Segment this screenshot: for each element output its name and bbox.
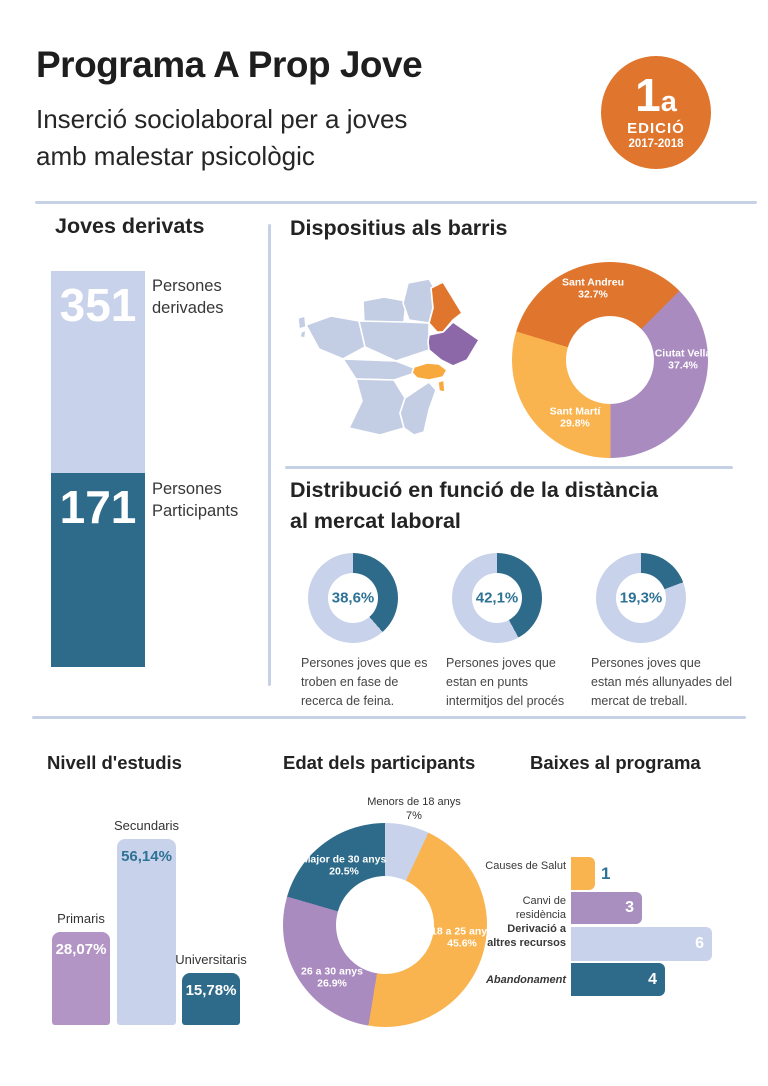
nivell-bar-secundaris: Secundaris 56,14% xyxy=(114,818,179,1025)
nivell-bar-universitaris: Universitaris 15,78% xyxy=(175,952,247,1025)
distance-donut-3: 19,3% xyxy=(596,553,686,643)
derived-persons-value: 351 xyxy=(59,279,137,331)
derived-persons-label: Persones derivades xyxy=(152,277,224,317)
derived-persons-bar: 351 xyxy=(51,271,145,473)
participant-persons-value: 171 xyxy=(59,481,137,533)
baixes-label-canvi: Canvi de residència xyxy=(515,895,566,922)
edat-slice-label-18a25: 18 a 25 anys 45.6% xyxy=(431,925,493,950)
distance-caption-2: Persones joves que estan en punts interm… xyxy=(446,656,565,708)
map-district-yellow xyxy=(411,362,448,381)
divider-middle xyxy=(32,716,746,719)
section-title-edat: Edat dels participants xyxy=(283,752,476,773)
participant-persons-bar: 171 xyxy=(51,473,145,667)
section-title-joves-derivats: Joves derivats xyxy=(55,214,205,238)
section-title-distribucio-line1: Distribució en funció de la distància xyxy=(290,478,658,502)
nivell-bar-primaris: Primaris 28,07% xyxy=(52,911,110,1025)
baixes-bar-canvi: 3 xyxy=(571,892,642,924)
baixes-label-causes: Causes de Salut xyxy=(485,860,566,872)
edat-slice-label-26a30: 26 a 30 anys 26.9% xyxy=(301,965,363,990)
barcelona-districts-map xyxy=(297,278,480,436)
baixes-bar-derivacio: 6 xyxy=(571,927,712,961)
distance-donut-1: 38,6% xyxy=(308,553,398,643)
edition-badge: 1a EDICIÓ 2017-2018 xyxy=(601,56,711,169)
divider-vertical xyxy=(268,224,271,686)
page-title: Programa A Prop Jove xyxy=(36,44,423,85)
barris-slice-label-ciutat-vella: Ciutat Vella 37.4% xyxy=(654,347,712,372)
section-title-nivell: Nivell d'estudis xyxy=(47,752,182,773)
baixes-label-derivacio: Derivació a altres recursos xyxy=(487,923,566,950)
distance-donut-2: 42,1% xyxy=(452,553,542,643)
baixes-value-causes: 1 xyxy=(601,864,611,883)
edition-label: EDICIÓ xyxy=(627,119,685,137)
edition-years: 2017-2018 xyxy=(628,137,684,150)
distance-donut-1-value: 38,6% xyxy=(331,589,375,607)
map-district-purple xyxy=(427,321,480,367)
divider-top xyxy=(35,201,757,204)
distance-caption-1: Persones joves que es troben en fase de … xyxy=(301,656,428,708)
participant-persons-label: Persones Participants xyxy=(152,480,239,520)
page-subtitle-line1: Inserció sociolaboral per a joves xyxy=(36,104,408,134)
section-title-dispositius: Dispositius als barris xyxy=(290,216,508,240)
divider-dispositius xyxy=(285,466,733,469)
edat-donut-chart: Major de 30 anys 20.5% 18 a 25 anys 45.6% … xyxy=(283,823,493,1027)
barris-donut-chart: Sant Andreu 32.7% Ciutat Vella 37.4% Sant … xyxy=(512,262,711,458)
distance-donut-3-value: 19,3% xyxy=(619,589,663,607)
barris-slice-label-sant-marti: Sant Martí 29.8% xyxy=(549,405,601,430)
baixes-label-abandonament: Abandonament xyxy=(485,974,566,986)
distance-caption-3: Persones joves que estan més allunyades … xyxy=(591,656,733,708)
section-title-distribucio-line2: al mercat laboral xyxy=(290,509,461,533)
section-title-baixes: Baixes al programa xyxy=(530,752,701,773)
page-subtitle-line2: amb malestar psicològic xyxy=(36,141,315,171)
edat-label-menors: Menors de 18 anys 7% xyxy=(367,796,461,823)
edition-number: 1a xyxy=(635,69,677,122)
distance-donut-2-value: 42,1% xyxy=(475,589,519,607)
baixes-bar-causes xyxy=(571,857,595,890)
baixes-bar-abandonament: 4 xyxy=(571,963,665,996)
edat-slice-label-major30: Major de 30 anys 20.5% xyxy=(301,853,387,878)
barris-slice-label-sant-andreu: Sant Andreu 32.7% xyxy=(561,276,625,301)
